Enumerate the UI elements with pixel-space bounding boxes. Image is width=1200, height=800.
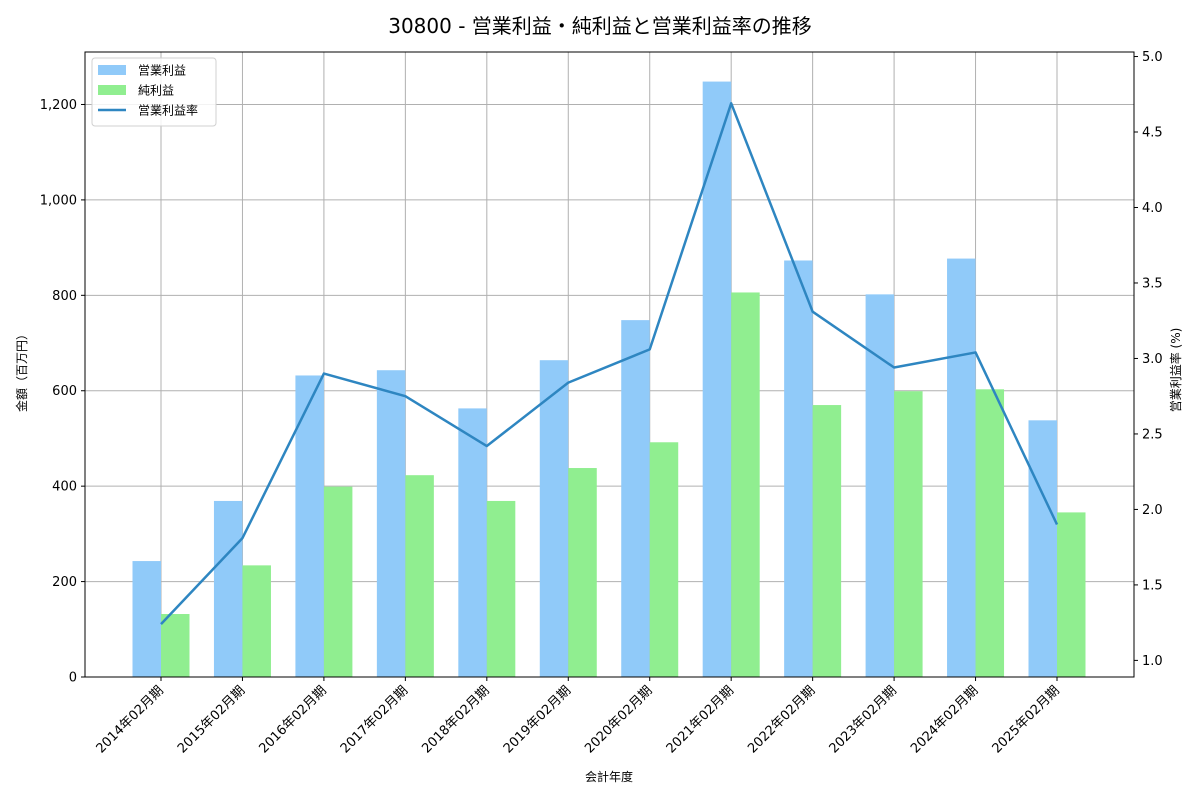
y2-tick-label: 4.5 xyxy=(1142,126,1163,141)
y2-tick-label: 3.0 xyxy=(1142,352,1163,367)
bar-series xyxy=(132,81,1086,678)
bar-operating-profit xyxy=(295,375,324,677)
x-tick-label: 2018年02月期 xyxy=(419,683,492,756)
x-tick-label: 2021年02月期 xyxy=(664,683,737,756)
x-tick-label: 2015年02月期 xyxy=(175,683,248,756)
x-axis-label: 会計年度 xyxy=(585,769,633,784)
bar-net-profit xyxy=(731,292,760,677)
y-tick-label: 1,000 xyxy=(40,193,77,208)
x-tick-label: 2019年02月期 xyxy=(501,683,574,756)
bar-operating-profit xyxy=(1028,420,1057,677)
y2-tick-label: 3.5 xyxy=(1142,276,1163,291)
bar-net-profit xyxy=(1057,512,1086,677)
bar-net-profit xyxy=(812,405,842,677)
legend-label: 営業利益 xyxy=(138,64,186,78)
plot-frame xyxy=(84,51,1135,678)
x-tick-label: 2016年02月期 xyxy=(256,683,329,756)
y2-tick-label: 5.0 xyxy=(1142,50,1163,65)
bar-operating-profit xyxy=(947,258,976,677)
y2-tick-label: 4.0 xyxy=(1142,201,1163,216)
x-tick-label: 2022年02月期 xyxy=(745,683,818,756)
chart-title: 30800 - 営業利益・純利益と営業利益率の推移 xyxy=(388,14,812,38)
bar-net-profit xyxy=(894,391,923,677)
x-tick-label: 2023年02月期 xyxy=(827,683,900,756)
bar-operating-profit xyxy=(132,561,161,677)
y2-tick-label: 1.0 xyxy=(1142,654,1163,669)
bar-net-profit xyxy=(323,486,353,677)
y-tick-label: 600 xyxy=(52,384,77,399)
legend-swatch xyxy=(98,65,126,75)
line-operating-margin xyxy=(160,102,1059,626)
bar-operating-profit xyxy=(702,81,732,678)
bar-net-profit xyxy=(161,614,190,677)
y-tick-label: 200 xyxy=(52,575,77,590)
bar-operating-profit xyxy=(213,500,243,677)
y2-tick-label: 1.5 xyxy=(1142,578,1163,593)
bar-net-profit xyxy=(649,442,679,677)
x-tick-label: 2014年02月期 xyxy=(94,683,167,756)
x-tick-label: 2020年02月期 xyxy=(582,683,655,756)
y-tick-label: 800 xyxy=(52,289,77,304)
x-tick-label: 2017年02月期 xyxy=(338,683,411,756)
bar-net-profit xyxy=(242,565,271,677)
bar-net-profit xyxy=(568,468,597,677)
y-tick-label: 400 xyxy=(52,480,77,495)
y-axis-label: 金額（百万円） xyxy=(14,328,29,412)
y2-tick-label: 2.5 xyxy=(1142,427,1163,442)
line-series xyxy=(160,102,1059,626)
bar-operating-profit xyxy=(458,408,487,677)
x-tick-label: 2024年02月期 xyxy=(908,683,981,756)
bar-operating-profit xyxy=(621,320,650,677)
bar-operating-profit xyxy=(376,370,406,677)
bar-net-profit xyxy=(405,475,434,677)
bar-net-profit xyxy=(975,389,1005,677)
y2-tick-label: 2.0 xyxy=(1142,503,1163,518)
legend-swatch xyxy=(98,85,126,95)
legend-label: 純利益 xyxy=(138,84,174,98)
x-tick-label: 2025年02月期 xyxy=(990,683,1063,756)
legend-label: 営業利益率 xyxy=(138,103,198,118)
bar-operating-profit xyxy=(539,360,569,677)
y-tick-label: 1,200 xyxy=(40,98,77,113)
y2-axis-label: 営業利益率 (%) xyxy=(1168,328,1183,413)
x-axis: 2014年02月期 2015年02月期 2016年02月期 2017年02月期 2018… xyxy=(94,677,1063,757)
y-axis-left: 0 200 400 600 800 1,000 1,200 xyxy=(40,98,85,686)
y-tick-label: 0 xyxy=(69,671,77,686)
y-axis-right: 1.0 1.5 2.0 2.5 3.0 3.5 4.0 4.5 5.0 xyxy=(1134,50,1163,669)
bar-net-profit xyxy=(486,500,516,677)
bar-operating-profit xyxy=(784,260,813,677)
